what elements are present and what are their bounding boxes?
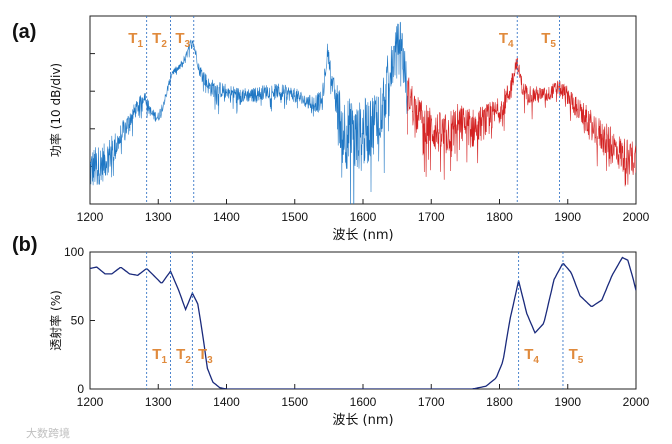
x-tick-label: 1700 xyxy=(418,395,445,409)
panel-a-chart: 1200 1300 1400 1500 1600 1700 1800 1900 2000 波长 (… xyxy=(48,15,650,243)
x-axis-title: 波长 (nm) xyxy=(332,228,393,243)
series-line xyxy=(90,21,408,204)
x-tick-label: 1800 xyxy=(486,395,513,409)
marker-label: T3 xyxy=(198,346,213,366)
panel-b-label: (b) xyxy=(12,234,38,256)
x-tick-label: 1300 xyxy=(145,210,172,224)
x-tick-label: 1900 xyxy=(554,210,581,224)
x-tick-label: 1900 xyxy=(554,395,581,409)
x-tick-label: 1500 xyxy=(281,395,308,409)
panel-b-chart: 1200 1300 1400 1500 1600 1700 1800 1900 2000 0 50 1… xyxy=(48,245,650,428)
marker-label: T3 xyxy=(175,30,190,50)
watermark: 大数跨境 xyxy=(26,426,70,440)
x-tick-label: 1300 xyxy=(145,395,172,409)
marker-label: T2 xyxy=(176,346,191,366)
y-axis-title: 功率 (10 dB/div) xyxy=(48,63,63,157)
x-tick-label: 1700 xyxy=(418,210,445,224)
marker-label: T5 xyxy=(541,30,556,50)
x-tick-label: 1600 xyxy=(350,395,377,409)
plot-frame xyxy=(89,251,637,390)
marker-label: T4 xyxy=(499,30,514,50)
x-tick-label: 1800 xyxy=(486,210,513,224)
x-tick-label: 1400 xyxy=(213,210,240,224)
y-tick-label: 100 xyxy=(64,245,84,259)
x-tick-label: 1400 xyxy=(213,395,240,409)
x-tick-label: 1500 xyxy=(281,210,308,224)
x-tick-label: 1600 xyxy=(350,210,377,224)
x-tick-label: 2000 xyxy=(623,395,650,409)
marker-label: T4 xyxy=(524,346,539,366)
y-axis-title: 透射率 (%) xyxy=(48,290,63,351)
x-tick-label: 2000 xyxy=(623,210,650,224)
y-tick-label: 0 xyxy=(77,382,84,396)
marker-label: T5 xyxy=(569,346,584,366)
y-tick-label: 50 xyxy=(71,314,85,328)
panel-a-label: (a) xyxy=(12,21,36,43)
series-line xyxy=(407,57,636,187)
x-tick-label: 1200 xyxy=(77,395,104,409)
x-axis-title: 波长 (nm) xyxy=(332,413,393,428)
marker-label: T1 xyxy=(128,30,143,50)
marker-label: T2 xyxy=(152,30,167,50)
marker-label: T1 xyxy=(152,346,167,366)
x-tick-label: 1200 xyxy=(77,210,104,224)
series-line xyxy=(90,256,636,389)
